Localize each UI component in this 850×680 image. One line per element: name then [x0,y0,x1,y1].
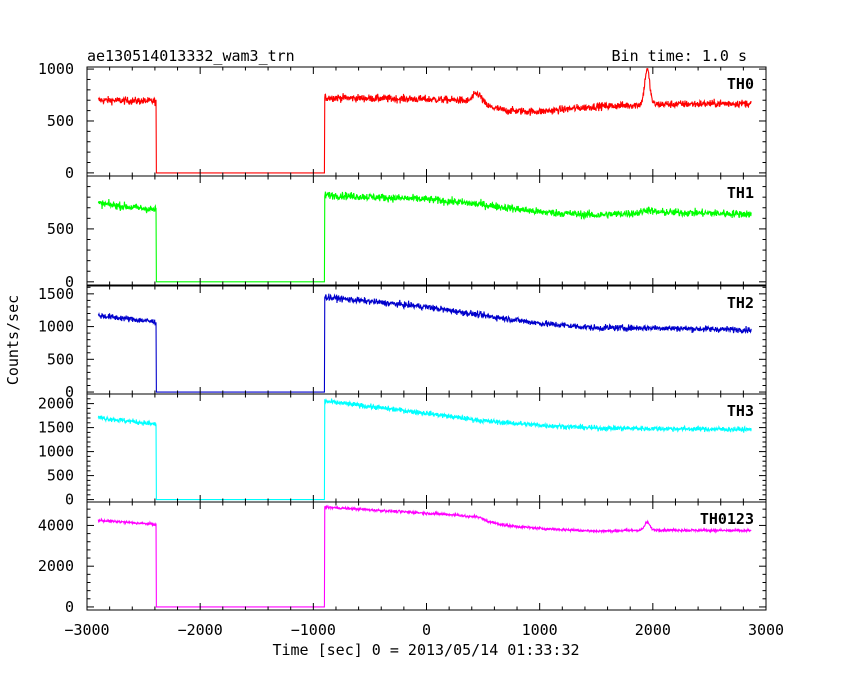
y-tick-label: 1000 [38,318,74,336]
panel-frame [86,501,767,611]
x-tick-label: −3000 [64,621,109,639]
series-th1 [97,191,752,283]
panel-th2: 0 500 1000 1500 TH2 [38,285,767,401]
y-tick-label: 500 [47,220,74,238]
y-tick-label: 0 [65,598,74,616]
y-tick-label: 1500 [38,285,74,303]
y-tick-label: 500 [47,112,74,130]
y-tick-label: 1000 [38,60,74,78]
panel-frame [86,393,767,503]
series-th0123 [97,504,752,608]
x-tick-label: 3000 [748,621,784,639]
x-tick-label: −2000 [178,621,223,639]
x-tick-label: −1000 [291,621,336,639]
panels-group: 0 500 1000 TH0 0 500 TH1 0 500 1000 1500 TH2 0 500 100… [38,60,767,616]
series-th3 [97,397,752,501]
panel-th0: 0 500 1000 TH0 [38,60,767,182]
panel-th1: 0 500 TH1 [47,175,767,291]
x-tick-label: 1000 [522,621,558,639]
x-axis-label: Time [sec] 0 = 2013/05/14 01:33:32 [272,641,579,659]
y-tick-label: 2000 [38,395,74,413]
y-tick-label: 500 [47,350,74,368]
x-tick-label: 2000 [635,621,671,639]
panel-th3: 0 500 1000 1500 2000 TH3 [38,393,767,509]
panel-frame [86,66,767,177]
x-tick-label: 0 [422,621,431,639]
series-th2 [97,293,752,393]
y-tick-label: 0 [65,273,74,291]
y-tick-label: 0 [65,491,74,509]
panel-frame [86,175,767,286]
bin-time-label: Bin time: 1.0 s [612,47,747,65]
panel-frame [86,285,767,395]
x-tick-labels: −3000 −2000 −1000 0 1000 2000 3000 [64,621,784,639]
y-tick-label: 0 [65,383,74,401]
panel-label: TH0 [727,75,754,93]
y-tick-label: 1500 [38,419,74,437]
y-tick-label: 500 [47,467,74,485]
series-th0 [97,68,752,174]
y-axis-label: Counts/sec [4,295,22,385]
y-tick-label: 2000 [38,557,74,575]
chart-title: ae130514013332_wam3_trn [87,47,295,65]
panel-label: TH1 [727,184,754,202]
y-tick-label: 1000 [38,443,74,461]
y-tick-label: 0 [65,164,74,182]
y-tick-label: 4000 [38,516,74,534]
panel-label: TH0123 [700,510,754,528]
panel-label: TH2 [727,294,754,312]
panel-th0123: 0 2000 4000 TH0123 [38,501,767,616]
panel-label: TH3 [727,402,754,420]
